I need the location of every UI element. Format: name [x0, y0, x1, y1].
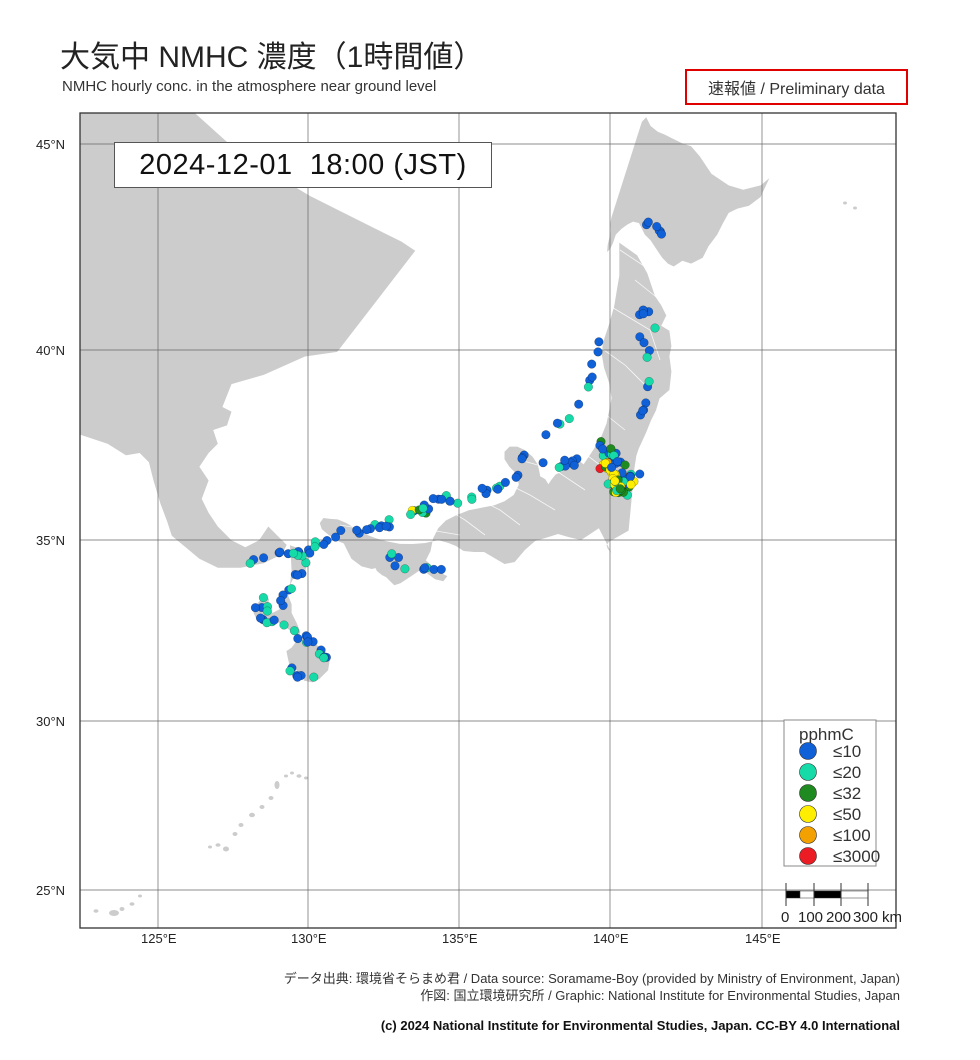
svg-text:km: km [882, 909, 902, 926]
svg-text:≤100: ≤100 [833, 826, 871, 845]
svg-text:≤32: ≤32 [833, 784, 861, 803]
svg-text:100: 100 [798, 909, 823, 926]
svg-text:≤50: ≤50 [833, 805, 861, 824]
svg-text:≤10: ≤10 [833, 742, 861, 761]
svg-text:0: 0 [781, 909, 789, 926]
svg-text:≤3000: ≤3000 [833, 847, 880, 866]
svg-text:200: 200 [826, 909, 851, 926]
svg-text:≤20: ≤20 [833, 763, 861, 782]
svg-text:300: 300 [853, 909, 878, 926]
